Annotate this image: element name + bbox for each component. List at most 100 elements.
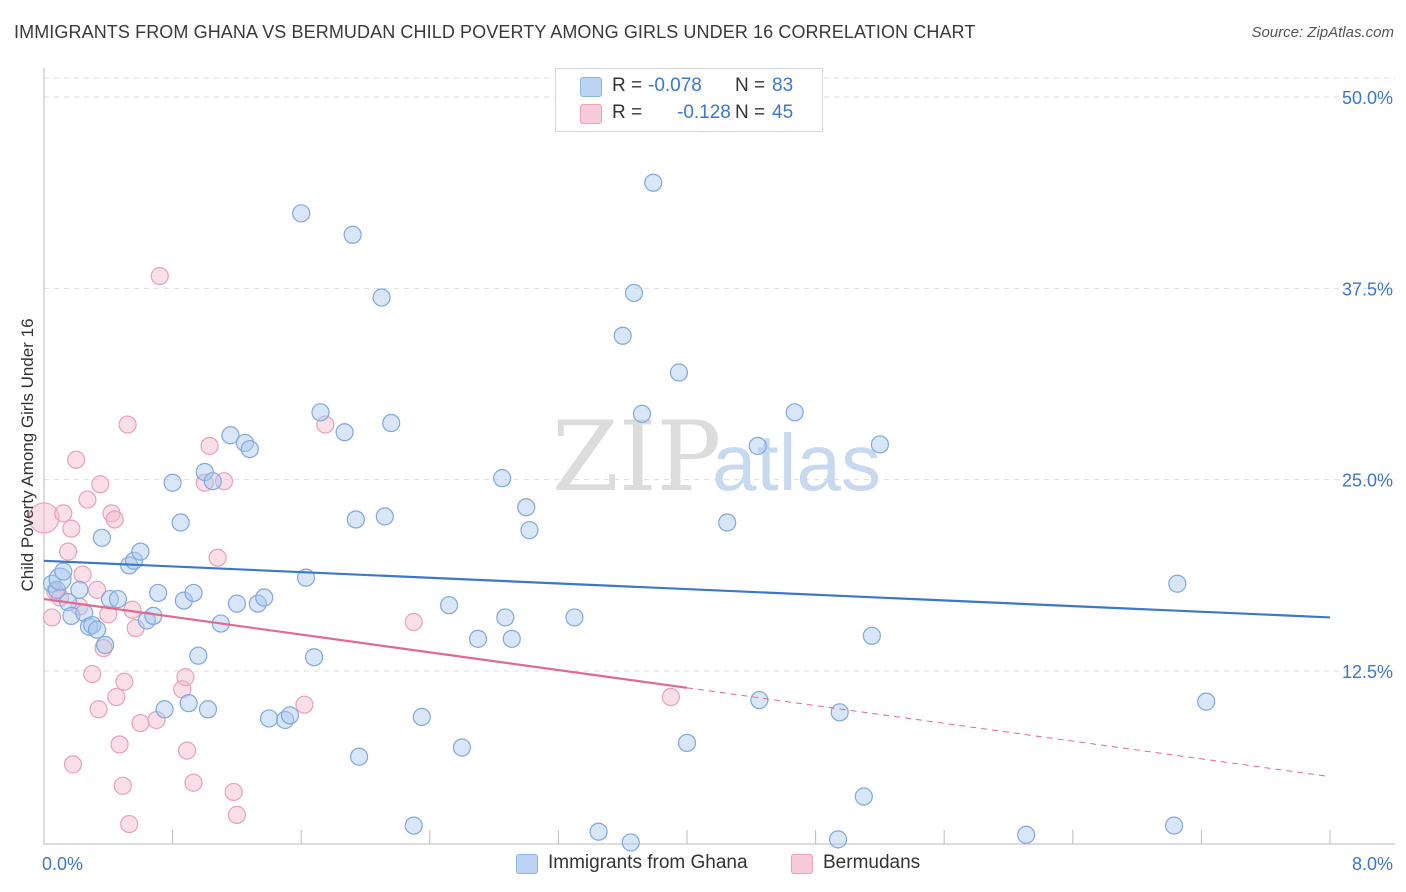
ghana-point: [292, 204, 311, 223]
y-tick-label: 25.0%: [1342, 471, 1393, 491]
ghana-point: [179, 694, 198, 713]
ghana-point: [452, 738, 472, 757]
bermudans-point: [295, 695, 314, 714]
ghana-point: [171, 513, 190, 532]
ghana-point: [335, 423, 354, 442]
bermudans-points: [28, 266, 681, 834]
ghana-point: [468, 629, 488, 648]
bermudans-point: [227, 805, 246, 824]
legend-swatch-ghana: [580, 77, 602, 97]
ghana-point: [259, 709, 279, 728]
bermudans-point: [67, 450, 86, 469]
legend-n-label: N =: [735, 75, 766, 96]
ghana-point: [375, 507, 394, 526]
swatch-ghana: [516, 854, 538, 874]
ghana-point: [70, 580, 89, 599]
bermudans-point: [404, 612, 423, 632]
bermudans-point: [118, 415, 137, 434]
y-axis-label: Child Poverty Among Girls Under 16: [18, 318, 37, 591]
ghana-point: [311, 403, 330, 422]
bermudans-point: [184, 773, 203, 792]
ghana-point: [1197, 692, 1216, 711]
bermudans-point: [62, 519, 81, 538]
axes: [43, 68, 1395, 845]
legend-label-ghana: Immigrants from Ghana: [548, 852, 748, 873]
ghana-point: [280, 706, 300, 725]
ghana-point: [644, 173, 663, 192]
bermudans-point: [131, 713, 150, 733]
bermudans-point: [91, 475, 110, 494]
ghana-point: [304, 648, 324, 667]
grid-lines: [44, 77, 1395, 672]
ghana-point: [830, 703, 849, 722]
ghana-point: [750, 690, 769, 710]
bermudans-point: [110, 735, 129, 754]
ghana-point: [198, 700, 218, 719]
bermudans-point: [107, 687, 126, 707]
ghana-point: [785, 403, 804, 422]
bermudans-point: [54, 504, 73, 523]
ghana-point: [155, 700, 174, 719]
bermudans-point: [94, 638, 113, 658]
y-tick-label: 50.0%: [1342, 88, 1393, 108]
ghana-point: [343, 225, 362, 244]
legend-r-value: -0.078: [648, 75, 702, 96]
bermudans-point: [42, 608, 62, 627]
swatch-bermudans: [791, 854, 813, 874]
series-legend: Immigrants from Ghana Bermudans: [0, 852, 1406, 878]
ghana-point: [42, 574, 62, 593]
legend-n-value: 83: [772, 75, 794, 96]
ghana-point: [862, 626, 881, 645]
ghana-point: [412, 707, 431, 727]
trend-lines: [43, 559, 1331, 778]
ghana-point: [131, 542, 150, 561]
bermudans-trend-extension: [686, 687, 1331, 778]
bermudans-point: [113, 776, 132, 795]
ghana-point: [632, 404, 652, 423]
ghana-point: [108, 589, 128, 609]
ghana-point: [677, 733, 697, 753]
ghana-point: [748, 436, 767, 456]
ghana-point: [149, 583, 168, 603]
ghana-point: [624, 283, 644, 303]
watermark-atlas: atlas: [712, 418, 881, 507]
ghana-point: [613, 326, 632, 345]
ghana-point: [95, 635, 115, 655]
bermudans-point: [105, 510, 124, 529]
ghana-point: [669, 363, 689, 382]
ghana-point: [829, 830, 848, 849]
ghana-point: [221, 426, 240, 445]
bermudans-point: [120, 814, 139, 834]
bermudans-point: [63, 755, 83, 774]
ghana-point: [382, 413, 401, 433]
y-tick-labels: 12.5% 25.0% 37.5% 50.0%: [1342, 88, 1393, 682]
ghana-point: [589, 822, 608, 841]
legend-swatch-bermudans: [580, 104, 602, 124]
ghana-point: [565, 608, 584, 627]
bermudans-trend-line: [43, 597, 688, 689]
ghana-trend-line: [43, 559, 1331, 619]
ghana-point: [87, 620, 107, 639]
ghana-point: [517, 498, 536, 517]
ghana-point: [240, 439, 259, 459]
x-tick-labels: 0.0% 8.0%: [42, 854, 1393, 874]
ghana-point: [174, 591, 193, 610]
ghana-point: [520, 521, 539, 540]
ghana-point: [1168, 574, 1187, 593]
chart-title: IMMIGRANTS FROM GHANA VS BERMUDAN CHILD …: [14, 22, 976, 42]
ghana-point: [137, 611, 156, 630]
bermudans-point: [115, 672, 134, 691]
ghana-point: [184, 583, 203, 603]
watermark: ZIP atlas: [552, 401, 881, 513]
legend-r-value: -0.128: [677, 102, 731, 123]
bermudans-point: [150, 266, 169, 286]
legend-n-label: N =: [735, 102, 766, 123]
bermudans-point: [78, 490, 97, 509]
ghana-point: [870, 435, 890, 454]
legend-n-value: 45: [772, 102, 794, 123]
bermudans-point: [83, 664, 102, 684]
y-tick-label: 12.5%: [1342, 662, 1393, 682]
legend-r-label: R =: [612, 102, 643, 123]
ghana-point: [404, 816, 423, 835]
